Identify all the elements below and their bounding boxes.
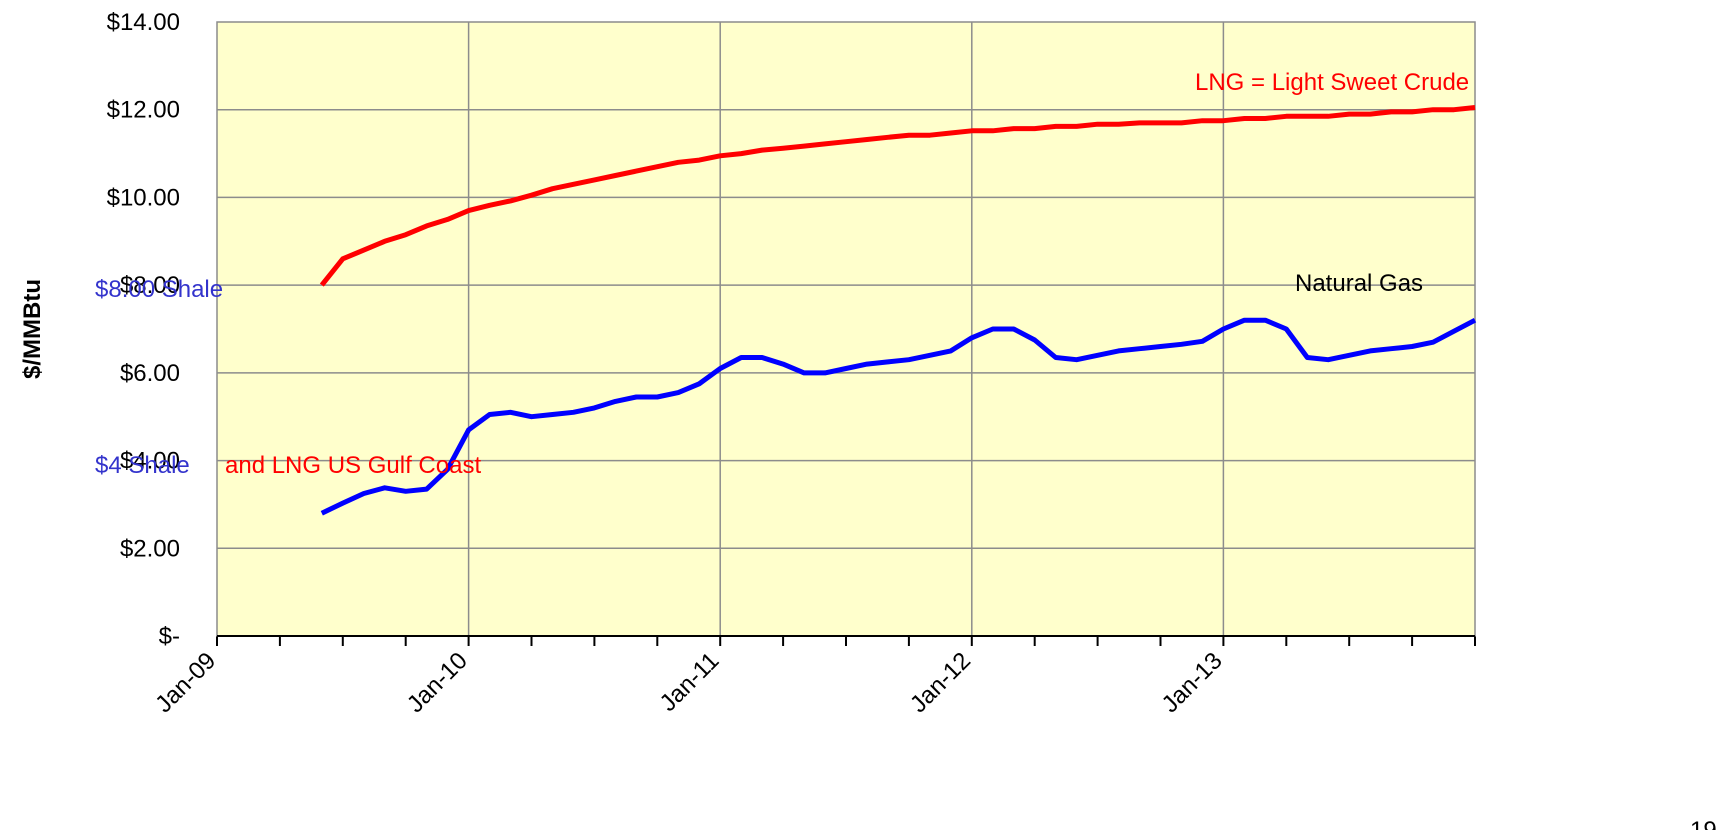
y-axis-label: $/MMBtu [19,279,46,379]
plot-area [217,22,1475,636]
y-tick-label: $6.00 [120,360,180,387]
y-tick-label: $4.00 [120,448,180,475]
page-number: 19 [1690,817,1717,830]
x-tick-label: Jan-09 [150,647,221,718]
x-tick-label: Jan-13 [1157,647,1228,718]
annotation: and LNG US Gulf Coast [225,452,481,479]
series-line [320,317,1477,516]
y-tick-label: $8.00 [120,272,180,299]
y-tick-label: $14.00 [107,9,180,36]
y-tick-label: $10.00 [107,184,180,211]
y-tick-label: $- [159,623,180,650]
y-tick-label: $2.00 [120,535,180,562]
series-label: LNG = Light Sweet Crude [1195,69,1469,96]
annotation: $4 Shale [95,452,190,479]
x-tick-label: Jan-11 [655,647,725,717]
series-line [319,105,1476,287]
x-tick-label: Jan-10 [402,647,473,718]
annotation: $8.00 Shale [95,276,223,303]
series-label: Natural Gas [1295,270,1423,297]
y-tick-label: $12.00 [107,97,180,124]
x-tick-label: Jan-12 [905,647,976,718]
